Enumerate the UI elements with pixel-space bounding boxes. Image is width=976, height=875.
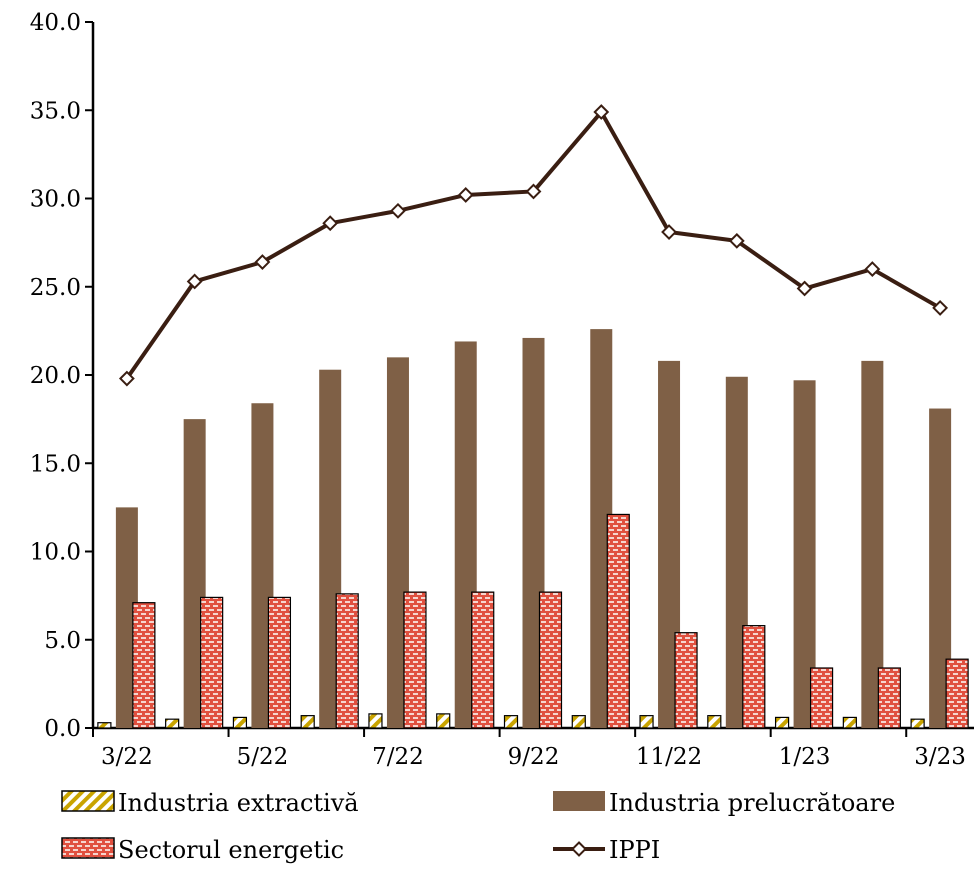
x-tick-label: 5/22 <box>237 744 289 770</box>
bar-hatch-yellow <box>503 715 519 729</box>
y-tick-label: 20.0 <box>30 363 81 389</box>
bar-hatch-yellow <box>774 716 790 729</box>
bar-hatch-yellow <box>368 713 383 729</box>
ippi-point <box>390 202 406 219</box>
legend-marker <box>571 841 587 857</box>
bar-brick-red <box>877 667 901 729</box>
bar-hatch-yellow <box>842 716 857 729</box>
bar-brick-red <box>538 591 563 729</box>
y-tick-label: 35.0 <box>30 98 81 124</box>
x-tick-label: 3/23 <box>914 744 966 770</box>
ippi-point <box>322 215 339 232</box>
bar-brick-red <box>132 602 156 729</box>
bar-brick-red <box>809 667 834 729</box>
bar-series-group <box>97 329 969 729</box>
legend-swatch <box>553 791 605 811</box>
x-axis: 3/22 5/22 7/22 9/22 11/22 1/23 3/23 <box>92 726 974 770</box>
y-tick-label: 0.0 <box>44 716 81 742</box>
legend: Industria extractivă Industria prelucrăto… <box>61 789 895 864</box>
bar-hatch-yellow <box>232 716 248 729</box>
bar-brick-red <box>674 632 698 729</box>
bar-brick-red <box>471 591 495 729</box>
y-tick-label: 40.0 <box>30 10 81 36</box>
bar-brick-red <box>742 625 766 729</box>
ippi-point <box>254 254 271 270</box>
bar-hatch-yellow <box>707 715 722 729</box>
bar-solid-brown <box>793 380 816 728</box>
x-tick-label: 7/22 <box>372 744 424 770</box>
x-tick-label: 11/22 <box>636 744 702 770</box>
legend-swatch <box>61 837 115 859</box>
ippi-point <box>796 280 813 297</box>
line-series-group <box>118 104 949 387</box>
y-tick-label: 25.0 <box>30 275 81 301</box>
legend-label: Industria extractivă <box>118 789 359 817</box>
bar-brick-red <box>606 513 630 729</box>
ippi-point <box>661 224 677 240</box>
bar-hatch-yellow <box>300 715 315 729</box>
x-tick-label: 1/23 <box>779 744 831 770</box>
legend-swatch <box>61 790 115 812</box>
ippi-point <box>728 232 745 249</box>
bar-hatch-yellow <box>639 715 654 729</box>
bar-brick-red <box>335 593 359 729</box>
y-tick-label: 15.0 <box>30 451 81 477</box>
bar-brick-red <box>403 591 427 729</box>
bar-hatch-yellow <box>910 718 925 729</box>
ippi-point <box>932 300 949 316</box>
ippi-point <box>457 187 474 203</box>
bar-brick-red <box>267 596 292 729</box>
bar-hatch-yellow <box>97 722 112 729</box>
bar-hatch-yellow <box>165 718 180 729</box>
legend-label: Industria prelucrătoare <box>609 789 895 817</box>
y-axis: 0.0 5.0 10.0 15.0 20.0 25.0 30.0 35.0 40.0 <box>30 10 95 742</box>
bar-hatch-yellow <box>436 713 451 729</box>
y-tick-label: 10.0 <box>30 540 81 566</box>
bar-solid-brown <box>861 360 884 728</box>
bar-brick-red <box>200 596 224 729</box>
bar-hatch-yellow <box>571 715 586 729</box>
ippi-point <box>186 273 203 290</box>
ippi-point <box>118 370 135 387</box>
ippi-point <box>525 183 542 200</box>
legend-label: IPPI <box>609 836 660 864</box>
ippi-point <box>593 104 610 120</box>
y-tick-label: 5.0 <box>44 628 81 654</box>
y-tick-label: 30.0 <box>30 187 81 213</box>
bar-brick-red <box>945 658 969 729</box>
x-tick-label: 9/22 <box>508 744 560 770</box>
bar-solid-brown <box>929 408 952 728</box>
ippi-point <box>864 261 881 278</box>
legend-label: Sectorul energetic <box>118 836 344 864</box>
x-tick-label: 3/22 <box>101 744 153 770</box>
